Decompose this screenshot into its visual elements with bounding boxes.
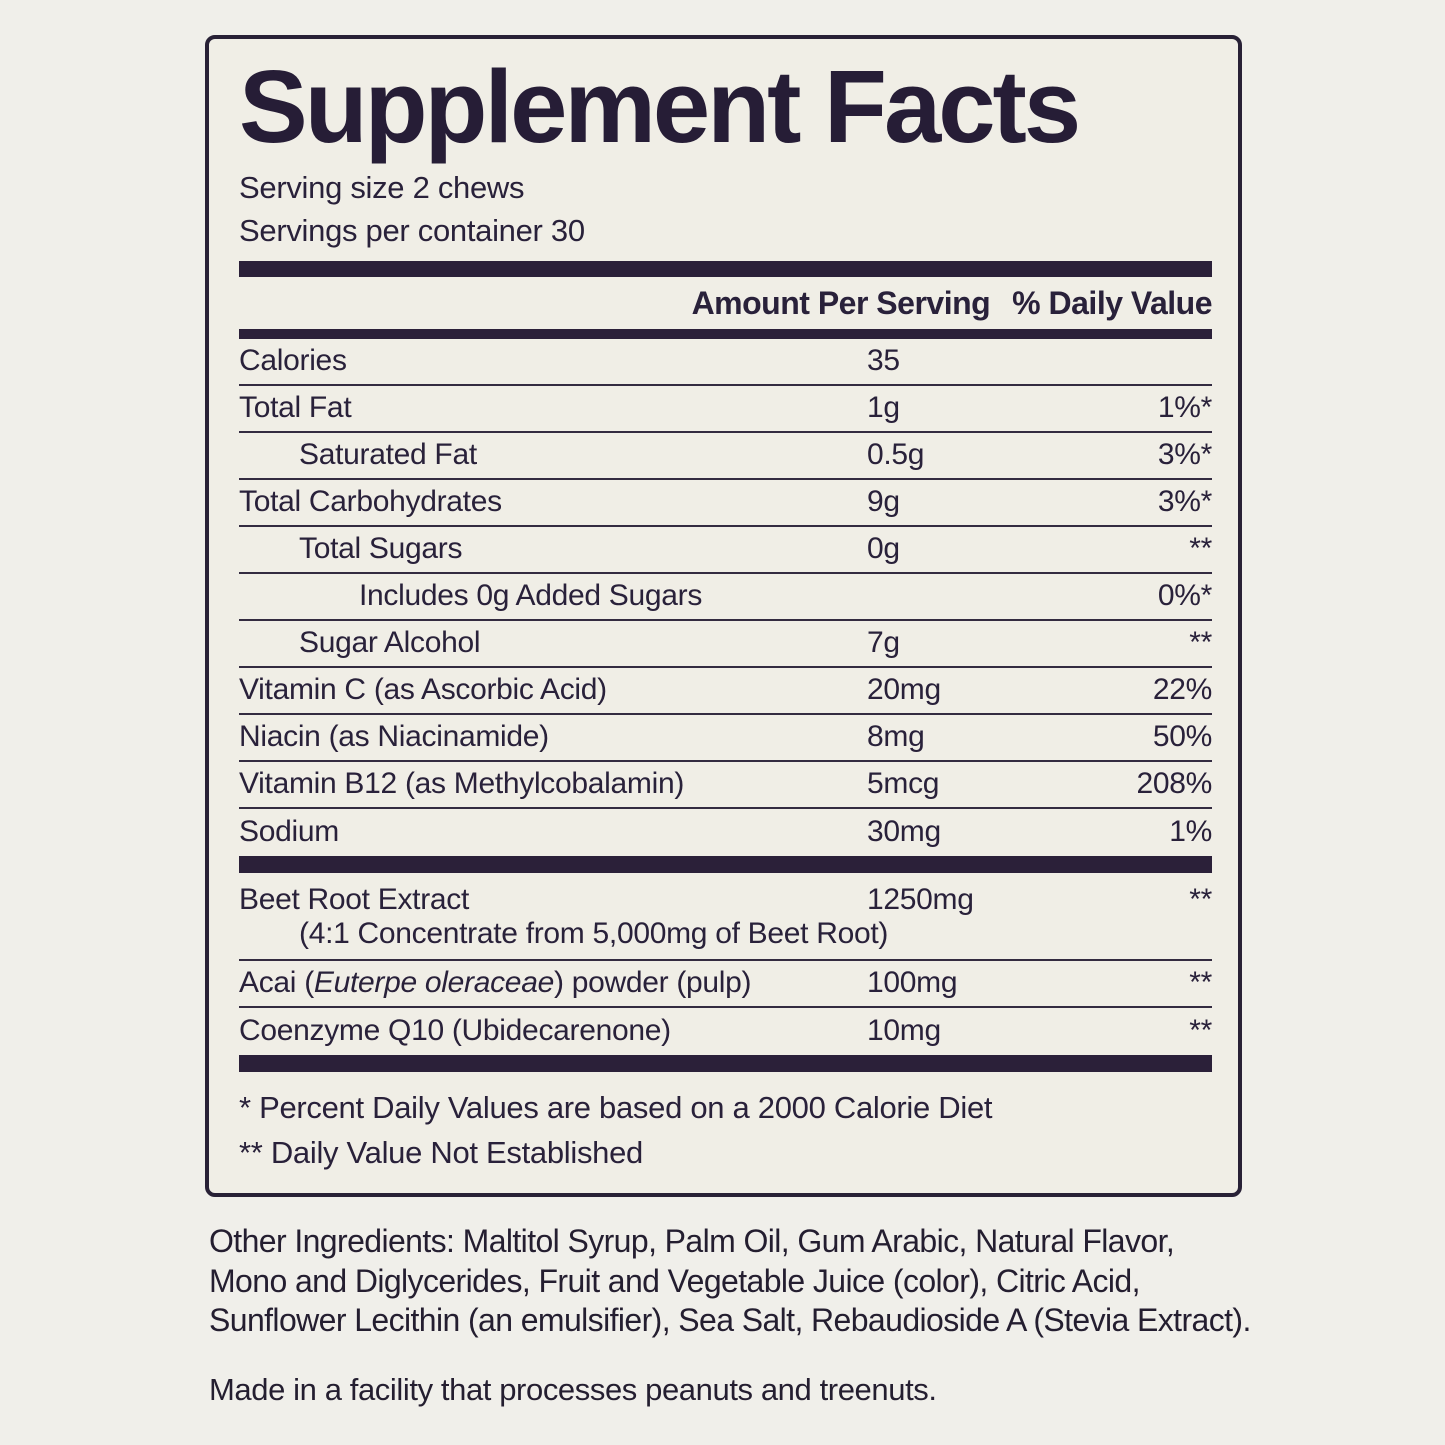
- facts-table: Calories 35 Total Fat 1g 1%* Saturated Fat 0.5…: [239, 339, 1212, 1072]
- footnote-daily-value-not-established: ** Daily Value Not Established: [239, 1134, 643, 1170]
- facility-note-text: Made in a facility that processes peanut…: [209, 1372, 937, 1407]
- nutrient-name: Calories: [239, 344, 347, 378]
- table-row: Calories 35: [239, 339, 1212, 386]
- table-row: Sodium 30mg 1%: [239, 809, 1212, 856]
- table-row: Coenzyme Q10 (Ubidecarenone) 10mg **: [239, 1008, 1212, 1055]
- supplement-facts-title: Supplement Facts: [239, 49, 1081, 164]
- serving-size-line: Serving size 2 chews: [239, 170, 525, 206]
- header-daily-value-label: % Daily Value: [1012, 284, 1212, 321]
- table-row: Niacin (as Niacinamide) 8mg 50%: [239, 715, 1212, 762]
- nutrient-daily-value: 3%*: [1157, 438, 1212, 472]
- supplement-label-box: Supplement Facts Serving size 2 chews Se…: [205, 35, 1242, 1197]
- nutrient-name: Sodium: [239, 815, 339, 849]
- nutrient-amount: 10mg: [867, 1014, 941, 1048]
- nutrient-name: Total Fat: [239, 391, 352, 425]
- nutrient-amount: 5mcg: [867, 767, 940, 801]
- divider-bar-under-header: [239, 328, 1212, 339]
- divider-bar-top: [239, 260, 1212, 277]
- servings-per-container-line: Servings per container 30: [239, 212, 585, 248]
- table-row: Sugar Alcohol 7g **: [239, 621, 1212, 668]
- nutrient-name: Total Carbohydrates: [239, 485, 502, 519]
- serving-info: Serving size 2 chews Servings per contai…: [239, 167, 1212, 253]
- nutrient-daily-value: 0%*: [1157, 579, 1212, 613]
- nutrient-daily-value: 3%*: [1157, 485, 1212, 519]
- nutrient-name: Acai (Euterpe oleraceae) powder (pulp): [239, 966, 752, 1000]
- table-row: Beet Root Extract 1250mg **: [239, 873, 1212, 917]
- nutrient-daily-value: **: [1189, 532, 1212, 566]
- table-row: Vitamin C (as Ascorbic Acid) 20mg 22%: [239, 668, 1212, 715]
- table-row: Vitamin B12 (as Methylcobalamin) 5mcg 208%: [239, 762, 1212, 809]
- divider-bar-section: [239, 1054, 1212, 1072]
- nutrient-daily-value: 1%*: [1157, 391, 1212, 425]
- nutrient-name: Niacin (as Niacinamide): [239, 720, 549, 754]
- table-row: Acai (Euterpe oleraceae) powder (pulp) 10…: [239, 961, 1212, 1008]
- nutrient-amount: 7g: [867, 626, 900, 660]
- nutrient-daily-value: **: [1189, 882, 1212, 916]
- nutrient-daily-value: 50%: [1152, 720, 1212, 754]
- nutrient-daily-value: 1%: [1169, 815, 1212, 849]
- nutrient-name: Coenzyme Q10 (Ubidecarenone): [239, 1014, 671, 1048]
- nutrient-amount: 35: [867, 344, 900, 378]
- table-row: Total Carbohydrates 9g 3%*: [239, 480, 1212, 527]
- nutrient-name: Total Sugars: [299, 532, 463, 566]
- footnote-percent-daily-value: * Percent Daily Values are based on a 20…: [239, 1089, 993, 1125]
- nutrient-daily-value: 22%: [1152, 673, 1212, 707]
- nutrient-amount: 1g: [867, 391, 900, 425]
- nutrient-amount: 30mg: [867, 815, 941, 849]
- nutrient-amount: 0g: [867, 532, 900, 566]
- header-amount-per-serving-label: Amount Per Serving: [691, 284, 991, 321]
- nutrient-daily-value: **: [1189, 1014, 1212, 1048]
- footnotes-block: * Percent Daily Values are based on a 20…: [239, 1072, 1212, 1176]
- nutrient-amount: 1250mg: [867, 882, 974, 916]
- table-row: Total Fat 1g 1%*: [239, 386, 1212, 433]
- table-row: Includes 0g Added Sugars 0%*: [239, 574, 1212, 621]
- nutrient-name: Saturated Fat: [299, 438, 477, 472]
- nutrient-amount: 100mg: [867, 966, 958, 1000]
- nutrient-amount: 0.5g: [867, 438, 925, 472]
- divider-bar-section: [239, 855, 1212, 873]
- nutrient-daily-value: **: [1189, 626, 1212, 660]
- nutrient-name: Vitamin B12 (as Methylcobalamin): [239, 767, 685, 801]
- nutrient-daily-value: 208%: [1136, 767, 1212, 801]
- nutrient-name: Sugar Alcohol: [299, 626, 481, 660]
- nutrient-amount: 9g: [867, 485, 900, 519]
- nutrient-daily-value: **: [1189, 966, 1212, 1000]
- nutrient-name: Includes 0g Added Sugars: [359, 579, 703, 613]
- nutrient-name: Vitamin C (as Ascorbic Acid): [239, 673, 607, 707]
- nutrient-name: Beet Root Extract: [239, 882, 470, 916]
- facts-table-header: Amount Per Serving % Daily Value: [239, 277, 1213, 329]
- nutrient-amount: 8mg: [867, 720, 925, 754]
- table-row: Saturated Fat 0.5g 3%*: [239, 433, 1212, 480]
- table-row: Total Sugars 0g **: [239, 527, 1212, 574]
- table-subnote-row: (4:1 Concentrate from 5,000mg of Beet Ro…: [239, 917, 1212, 961]
- nutrient-name: (4:1 Concentrate from 5,000mg of Beet Ro…: [299, 916, 889, 950]
- other-ingredients-text: Other Ingredients: Maltitol Syrup, Palm …: [209, 1223, 1251, 1339]
- nutrient-amount: 20mg: [867, 673, 941, 707]
